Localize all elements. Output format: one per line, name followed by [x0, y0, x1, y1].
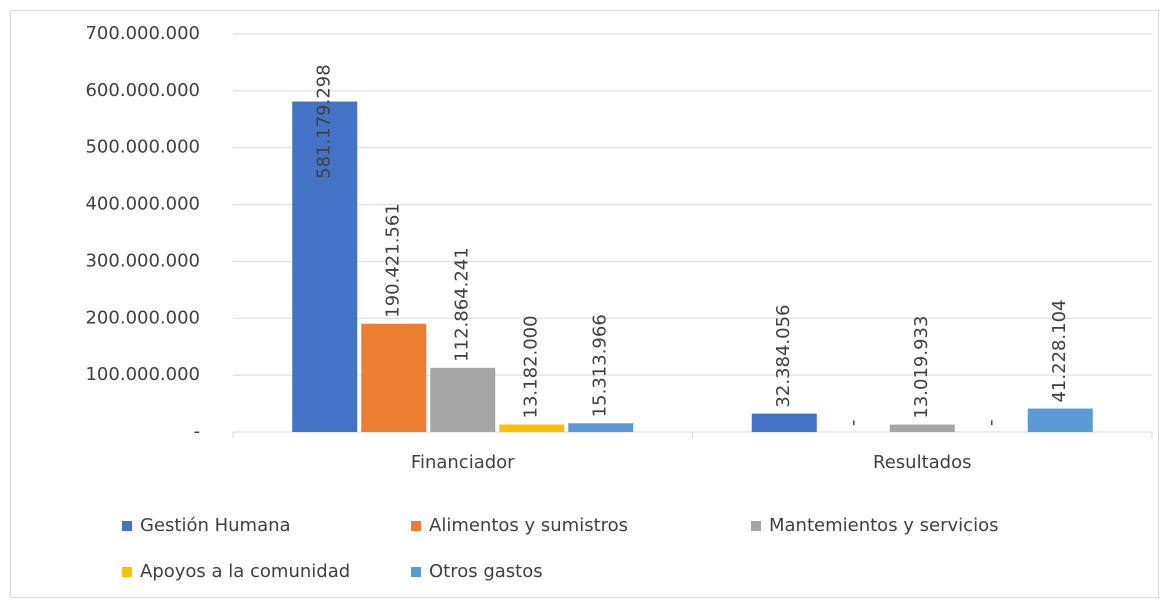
- y-tick-label: 600.000.000: [85, 80, 200, 101]
- bar: [499, 424, 565, 432]
- y-tick-label: 700.000.000: [85, 23, 200, 44]
- legend-label: Alimentos y sumistros: [429, 515, 628, 536]
- legend-marker: [751, 521, 761, 531]
- value-label: 13.182.000: [521, 315, 542, 418]
- legend-marker: [122, 567, 132, 577]
- value-label: 41.228.104: [1049, 299, 1070, 402]
- y-tick-label: 400.000.000: [85, 194, 200, 215]
- x-tick-label: Resultados: [873, 452, 971, 473]
- y-tick-label: 200.000.000: [85, 307, 200, 328]
- legend-marker: [122, 521, 132, 531]
- y-tick-label: 100.000.000: [85, 364, 200, 385]
- value-label: 13.019.933: [911, 316, 932, 419]
- legend-label: Apoyos a la comunidad: [140, 561, 350, 582]
- legend-marker: [411, 521, 421, 531]
- x-tick-label: Financiador: [411, 452, 515, 473]
- legend-label: Otros gastos: [429, 561, 543, 582]
- y-tick-label: 300.000.000: [85, 250, 200, 271]
- value-label: -: [980, 420, 1001, 427]
- legend-label: Gestión Humana: [140, 515, 291, 536]
- legend-marker: [411, 567, 421, 577]
- bar: [1027, 408, 1093, 432]
- value-label: 190.421.561: [383, 203, 404, 318]
- bar: [889, 424, 955, 432]
- y-tick-label: -: [194, 421, 201, 442]
- bar: [292, 101, 358, 433]
- value-label: 581.179.298: [314, 64, 335, 179]
- y-tick-label: 500.000.000: [85, 137, 200, 158]
- bar: [568, 423, 634, 432]
- chart-border: [10, 10, 1159, 598]
- value-label: 32.384.056: [773, 305, 794, 408]
- bar: [751, 413, 817, 432]
- value-label: 112.864.241: [452, 247, 473, 362]
- bar: [430, 367, 496, 432]
- bar: [361, 323, 427, 432]
- value-label: -: [842, 420, 863, 427]
- legend-label: Mantemientos y servicios: [769, 515, 998, 536]
- value-label: 15.313.966: [590, 314, 611, 417]
